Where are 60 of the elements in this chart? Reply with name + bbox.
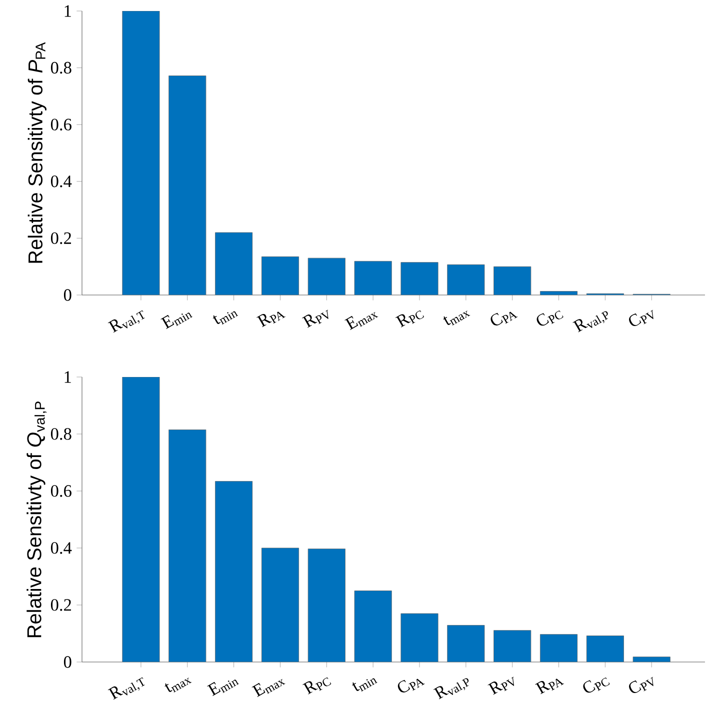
y-tick-label: 0	[64, 656, 72, 668]
x-tick-label: R$_{PA}$	[256, 312, 286, 328]
y-tick-label: 0.4	[50, 176, 72, 188]
x-tick-label: C$_{PV}$	[629, 676, 654, 694]
y-axis-title: Relative Sensitivty of Q$_{val,P}$	[26, 402, 46, 638]
bar	[354, 261, 392, 295]
y-tick-label: 1	[64, 371, 71, 383]
x-tick-label: R$_{val,P}$	[572, 311, 608, 332]
x-tick-label: t$_{max}$	[443, 310, 470, 326]
y-tick-label: 0.8	[50, 428, 72, 440]
x-tick-label: R$_{val,P}$	[433, 678, 469, 700]
bar	[168, 76, 206, 295]
bar	[400, 613, 438, 662]
bar	[215, 481, 253, 662]
x-tick-label: C$_{PA}$	[398, 678, 425, 692]
y-tick-label: 0.2	[50, 599, 72, 611]
x-tick-label: R$_{PA}$	[535, 678, 564, 694]
y-tick-label: 0.6	[50, 118, 72, 130]
y-tick-label: 1	[64, 5, 71, 17]
x-tick-label: t$_{min}$	[212, 311, 238, 325]
y-axis-title: Relative Sensitivty of P$_{PA}$	[28, 42, 46, 263]
y-tick-label: 0.4	[50, 542, 72, 554]
bar	[494, 266, 532, 295]
x-tick-label: E$_{min}$	[207, 680, 239, 696]
x-tick-label: R$_{PV}$	[302, 310, 328, 328]
y-tick-label: 0	[64, 289, 72, 301]
y-tick-label: 0.8	[50, 62, 72, 74]
bar	[261, 256, 299, 295]
bar	[494, 630, 532, 662]
bar	[261, 548, 299, 662]
x-tick-label: R$_{PV}$	[488, 676, 514, 695]
bar	[308, 258, 346, 295]
x-tick-label: C$_{PC}$	[583, 678, 610, 693]
y-tick-label: 0.2	[50, 232, 72, 244]
x-tick-label: E$_{max}$	[252, 678, 286, 697]
x-tick-label: R$_{PC}$	[302, 677, 332, 694]
bar	[168, 430, 206, 662]
bar	[586, 636, 624, 662]
x-tick-label: C$_{PA}$	[490, 312, 518, 326]
x-tick-label: t$_{max}$	[164, 678, 192, 693]
x-tick-label: E$_{min}$	[160, 312, 192, 329]
bar	[122, 10, 160, 295]
x-tick-label: R$_{val,T}$	[108, 310, 145, 333]
bar	[215, 232, 253, 295]
bar	[400, 262, 438, 295]
bar	[632, 656, 670, 662]
x-tick-label: R$_{val,T}$	[108, 677, 145, 700]
y-tick-label: 0.6	[50, 485, 72, 497]
x-tick-label: E$_{max}$	[344, 312, 378, 330]
bar	[540, 634, 578, 662]
bar	[447, 625, 485, 662]
bar	[122, 376, 160, 662]
bar	[354, 590, 392, 662]
bar	[540, 291, 578, 295]
bar	[308, 548, 346, 662]
x-tick-label: t$_{min}$	[352, 678, 378, 692]
x-tick-label: C$_{PC}$	[536, 310, 564, 326]
x-tick-label: R$_{PC}$	[395, 310, 424, 328]
bar	[447, 264, 485, 295]
x-tick-label: C$_{PV}$	[629, 310, 654, 326]
